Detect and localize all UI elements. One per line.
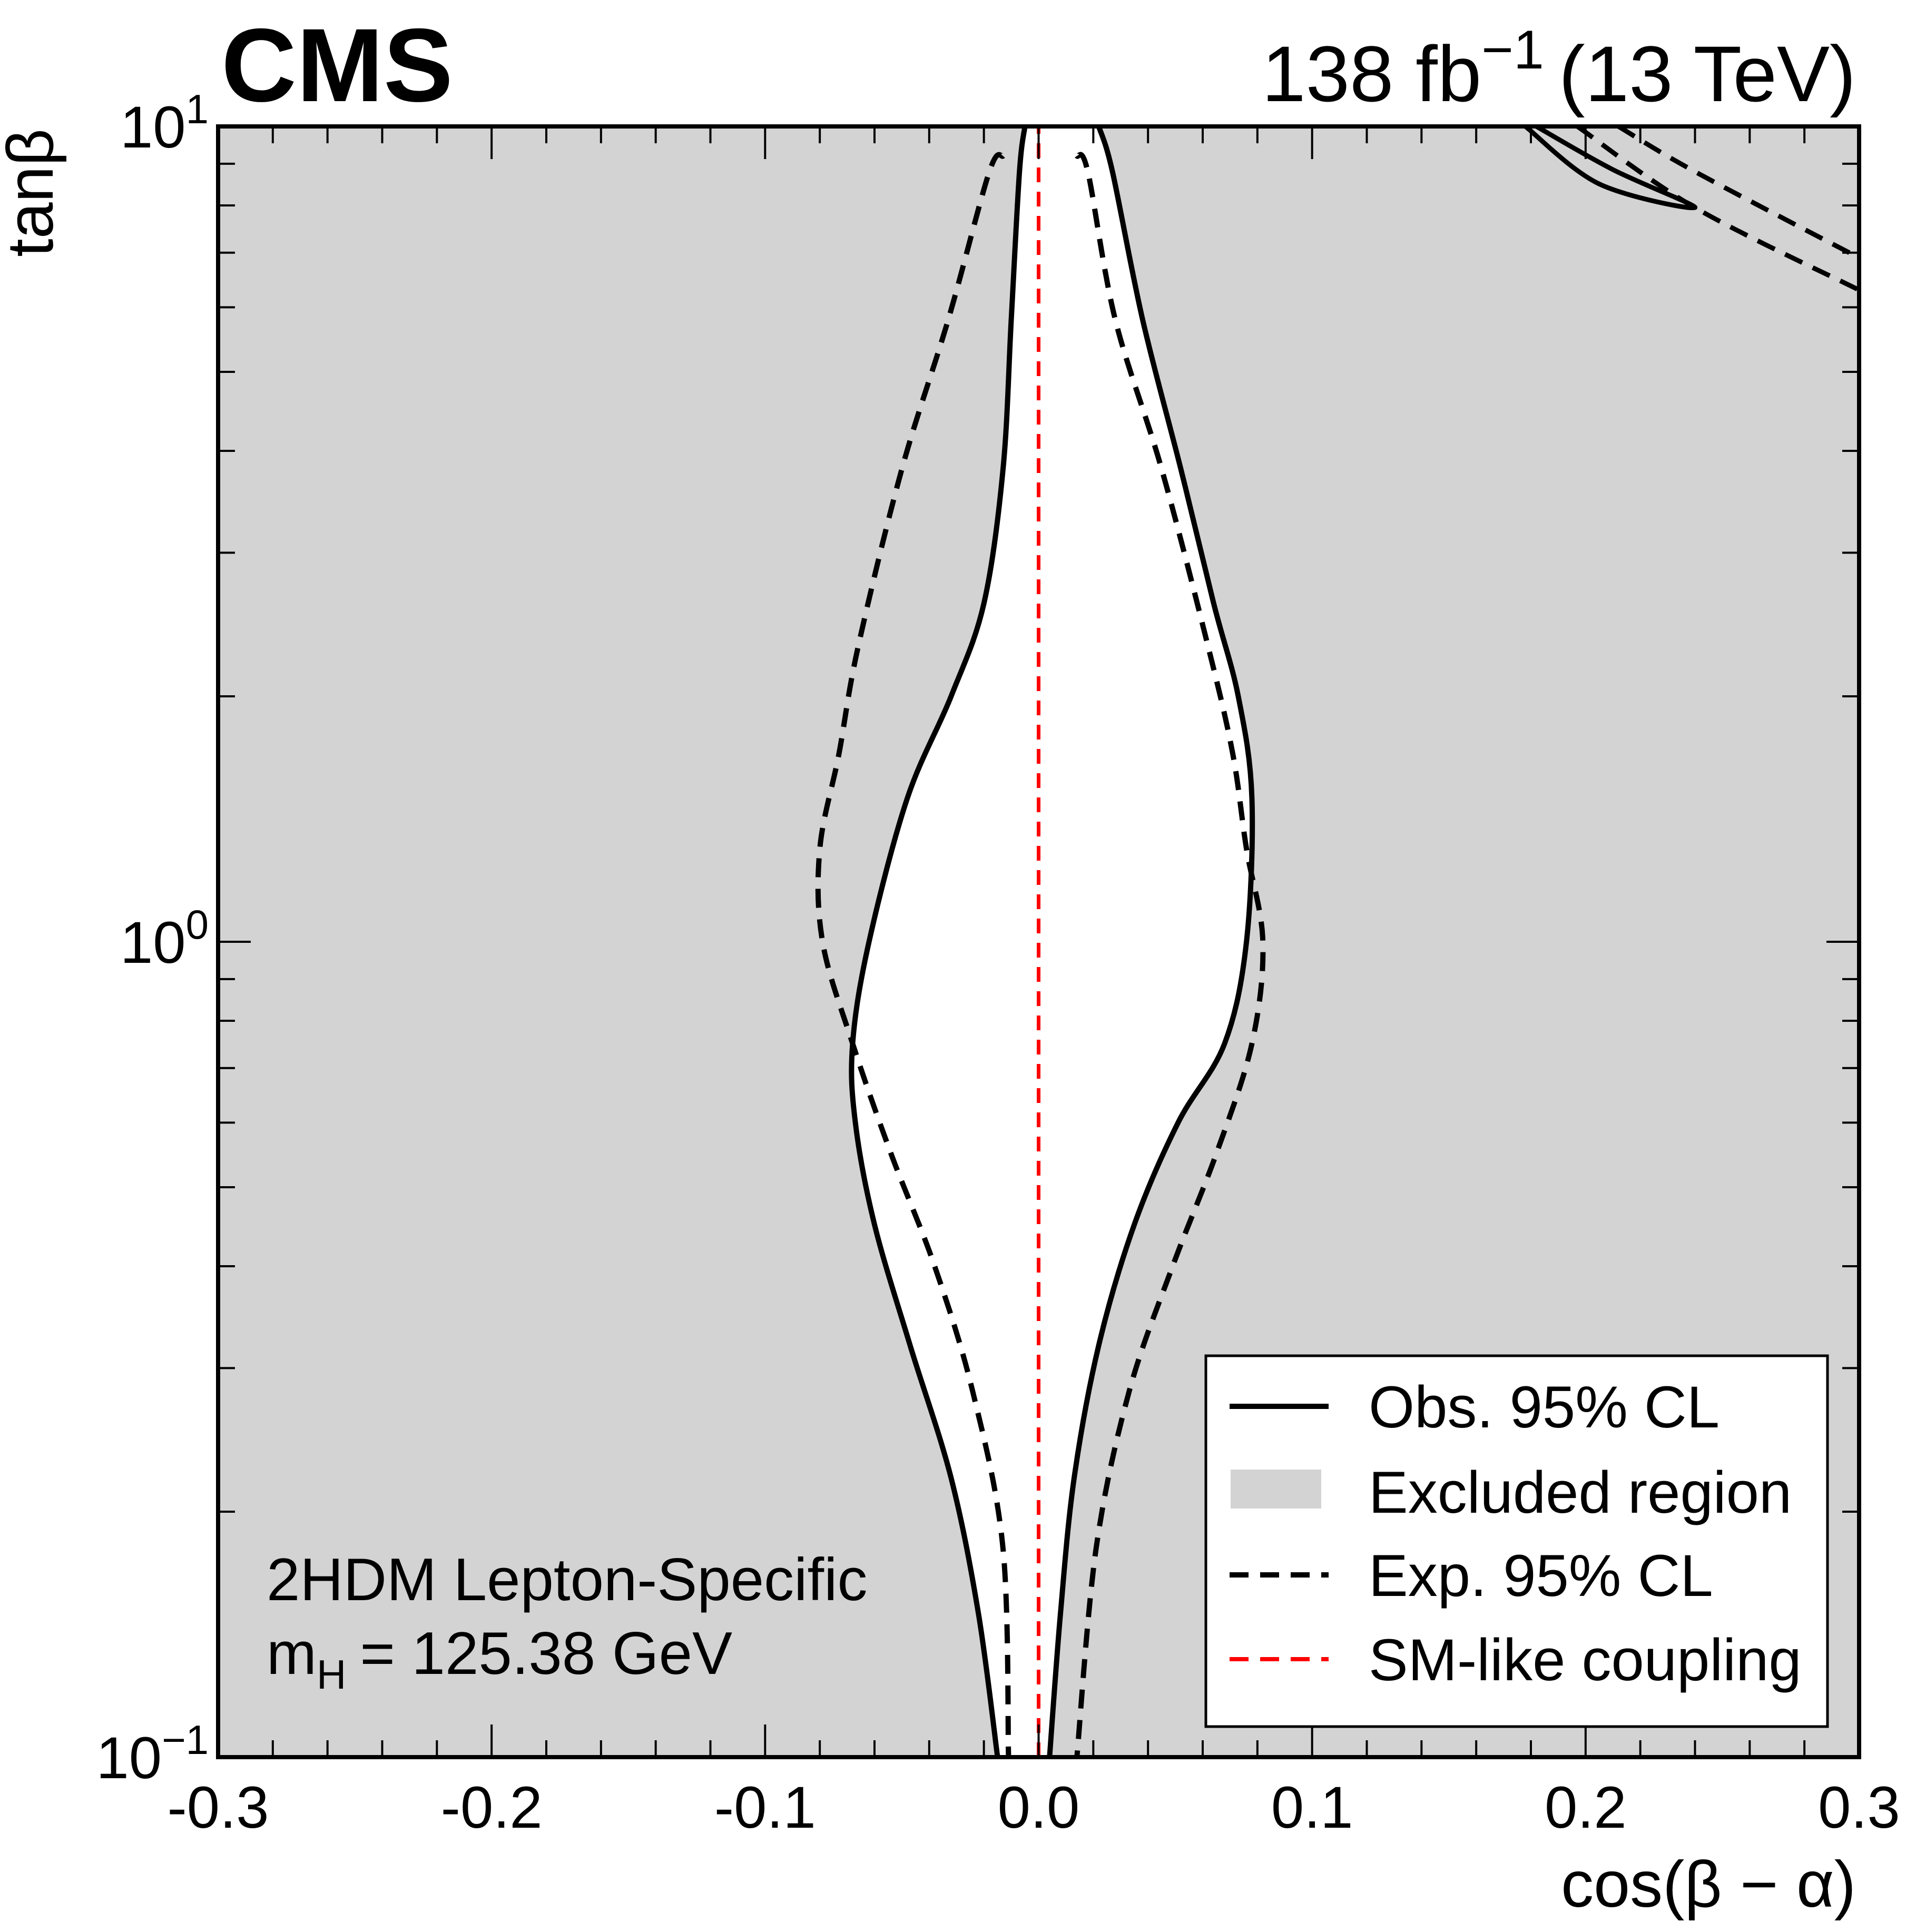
y-tick-base: 10: [96, 1725, 162, 1791]
x-tick-label: 0.0: [998, 1775, 1080, 1840]
x-tick-label: 0.3: [1818, 1775, 1900, 1840]
y-tick-label: 101: [120, 86, 209, 160]
obs-contour-left: [849, 126, 1028, 1757]
y-tick-label: 100: [120, 901, 209, 975]
allowed-region-fill: [851, 126, 1253, 1757]
legend-obs-label: Obs. 95% CL: [1369, 1374, 1720, 1440]
legend-sm-label: SM-like coupling: [1369, 1627, 1802, 1693]
y-tick-base: 10: [120, 910, 186, 975]
experiment-label: CMS: [221, 7, 453, 123]
x-tick-labels: -0.3 -0.2 -0.1 0.0 0.1 0.2 0.3: [168, 1775, 1900, 1840]
x-axis-title: cos(β − α): [1561, 1848, 1856, 1921]
model-label: 2HDM Lepton-Specific: [267, 1546, 868, 1613]
corner-contour-exp-2: [1617, 126, 1859, 260]
legend: Obs. 95% CL Excluded region Exp. 95% CL …: [1204, 1354, 1829, 1728]
y-tick-base: 10: [120, 94, 186, 160]
y-tick-exponent: −1: [162, 1717, 209, 1763]
x-tick-label: -0.1: [714, 1775, 816, 1840]
mass-label: mH = 125.38 GeV: [267, 1620, 732, 1698]
exp-contour-right: [1074, 152, 1266, 1757]
contour-layer: [815, 126, 1859, 1757]
exp-contour-left: [815, 152, 1011, 1757]
x-tick-label: -0.2: [441, 1775, 543, 1840]
lumi-value: 138 fb: [1262, 29, 1481, 118]
x-tick-label: -0.3: [168, 1775, 269, 1840]
legend-excluded-swatch: [1231, 1470, 1321, 1509]
x-tick-label: 0.2: [1545, 1775, 1627, 1840]
corner-contour-obs-0: [1524, 126, 1698, 211]
x-tick-label: 0.1: [1271, 1775, 1353, 1840]
energy-label: (13 TeV): [1559, 29, 1856, 118]
plot-frame: [216, 124, 1861, 1759]
lumi-label: 138 fb−1 (13 TeV): [1262, 19, 1856, 118]
lumi-exponent: −1: [1481, 19, 1544, 81]
obs-contour-right: [1047, 126, 1255, 1757]
mass-symbol: m: [267, 1620, 317, 1687]
y-axis-title: tanβ: [0, 129, 67, 257]
mass-subscript: H: [317, 1651, 346, 1698]
legend-excluded-label: Excluded region: [1369, 1460, 1792, 1525]
legend-box: [1204, 1354, 1829, 1728]
y-tick-exponent: 0: [186, 901, 209, 948]
y-tick-exponent: 1: [186, 86, 209, 132]
legend-exp-label: Exp. 95% CL: [1369, 1543, 1713, 1609]
y-tick-label: 10−1: [96, 1717, 209, 1791]
mass-value: = 125.38 GeV: [360, 1620, 732, 1687]
corner-contour-exp-1: [1576, 126, 1859, 292]
